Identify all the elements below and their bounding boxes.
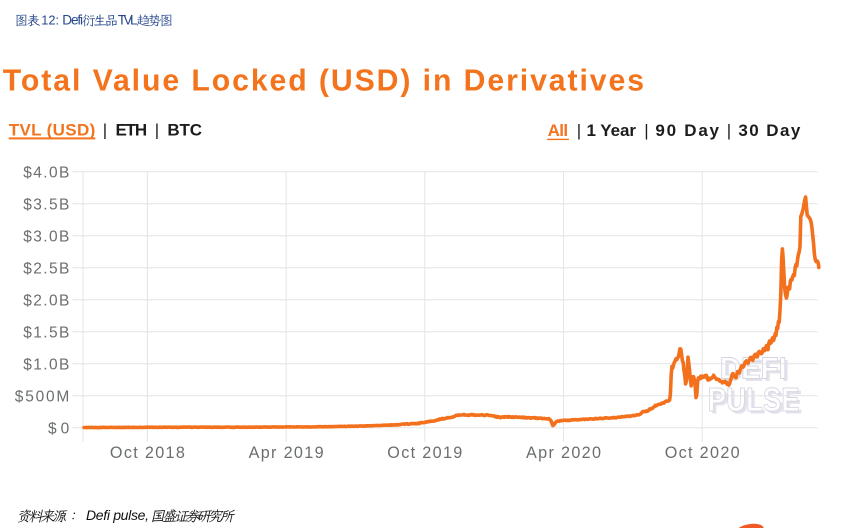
svg-text:$4.0B: $4.0B [23, 164, 69, 181]
svg-text:$500M: $500M [15, 388, 70, 405]
svg-text:|: | [103, 120, 107, 139]
svg-text:TVL: TVL [118, 13, 138, 28]
svg-text:Apr 2019: Apr 2019 [249, 444, 324, 462]
svg-text:Defi pulse,: Defi pulse, [86, 507, 149, 523]
svg-text:$2.0B: $2.0B [23, 292, 69, 309]
svg-text:|: | [155, 120, 159, 139]
svg-text:Total Value Locked (USD) in De: Total Value Locked (USD) in Derivatives [3, 64, 644, 97]
svg-text:12:: 12: [41, 13, 59, 28]
svg-text:Apr 2020: Apr 2020 [526, 444, 601, 462]
svg-text:90 Day: 90 Day [655, 121, 719, 140]
svg-text:Oct 2018: Oct 2018 [110, 444, 185, 462]
svg-text:DEFI: DEFI [723, 353, 790, 388]
svg-text:PULSE: PULSE [708, 381, 800, 418]
svg-text:Defi: Defi [62, 13, 83, 28]
svg-text:1 Year: 1 Year [587, 121, 637, 140]
svg-text:PULSE: PULSE [711, 384, 803, 421]
svg-text:$1.5B: $1.5B [23, 324, 69, 341]
svg-text:BTC: BTC [167, 120, 202, 139]
svg-text:$2.5B: $2.5B [23, 260, 69, 277]
svg-text:$1.0B: $1.0B [23, 356, 69, 373]
svg-text:|: | [577, 121, 581, 140]
svg-text:30 Day: 30 Day [738, 121, 800, 140]
svg-text:ETH: ETH [116, 120, 148, 139]
svg-text:$3.5B: $3.5B [23, 196, 69, 213]
svg-text:$3.0B: $3.0B [23, 228, 69, 245]
svg-text:Oct 2019: Oct 2019 [387, 444, 462, 462]
svg-text:TVL (USD): TVL (USD) [9, 120, 96, 139]
svg-text:Oct 2020: Oct 2020 [665, 444, 740, 462]
svg-text:All: All [548, 121, 569, 140]
svg-text:|: | [727, 121, 731, 140]
svg-text:|: | [644, 121, 648, 140]
